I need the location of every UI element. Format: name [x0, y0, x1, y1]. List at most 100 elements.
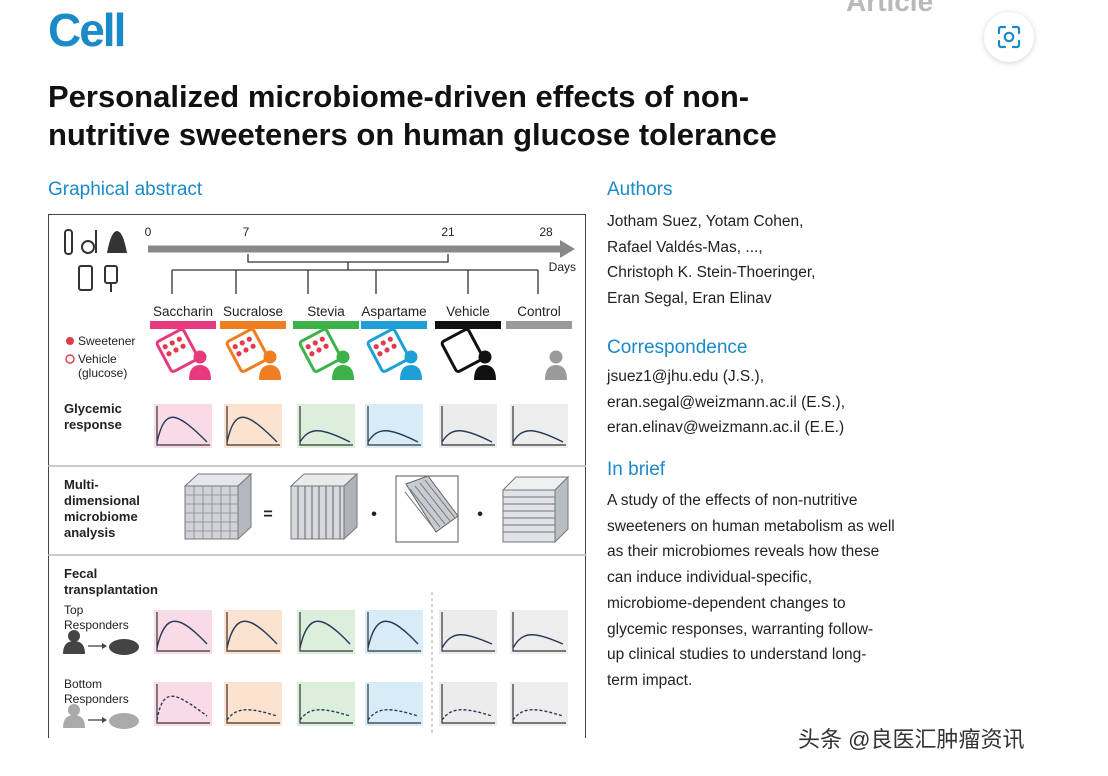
timeline-day-label: 7	[243, 225, 250, 239]
in-brief-heading: In brief	[607, 459, 666, 480]
glycemic-response-curve	[156, 620, 208, 649]
glycemic-response-curve	[441, 430, 493, 443]
mini-plot-background	[365, 404, 423, 448]
group-color-bar	[150, 321, 216, 329]
article-title: Personalized microbiome-driven effects o…	[48, 78, 948, 154]
donor-person-icon	[68, 630, 80, 642]
sample-tubes-icon	[64, 229, 97, 255]
watermark: 头条 @良医汇肿瘤资讯	[798, 727, 1025, 752]
mini-plot-axes	[512, 612, 566, 652]
timeline-brackets	[171, 254, 539, 294]
mini-plot-background	[365, 682, 423, 726]
mini-plot-axes	[226, 406, 280, 446]
brief-line: as their microbiomes reveals how these	[607, 543, 880, 561]
mini-plot-axes	[441, 406, 495, 446]
mini-plot-axes	[441, 684, 495, 724]
mini-plot-axes	[367, 684, 421, 724]
donor-person-icon	[63, 715, 85, 728]
mini-plot-background	[224, 610, 282, 654]
vehicle-legend-dot	[65, 354, 75, 364]
glucose-monitor-icon	[104, 265, 118, 292]
article-type-label: Article	[846, 0, 934, 17]
glycemic-response-curve	[299, 430, 351, 443]
brief-line: term impact.	[607, 671, 693, 689]
stool-sample-icon	[107, 231, 127, 253]
email-line[interactable]: jsuez1@jhu.edu (J.S.),	[607, 368, 765, 385]
glycemic-response-curve	[512, 634, 564, 649]
mouse-icon	[109, 713, 139, 729]
glycemic-response-curve	[367, 430, 419, 443]
mini-plot-axes	[441, 612, 495, 652]
authors-list: Jotham Suez, Yotam Cohen, Rafael Valdés-…	[607, 209, 907, 312]
group-label: Vehicle	[446, 304, 490, 319]
sweetener-tablet-icon	[366, 327, 411, 373]
person-icon	[549, 350, 563, 364]
author-line: Christoph K. Stein-Thoeringer,	[607, 264, 816, 282]
title-line: nutritive sweeteners on human glucose to…	[48, 117, 777, 152]
author-line: Eran Segal, Eran Elinav	[607, 290, 772, 308]
mini-plot-background	[439, 682, 497, 726]
mini-plot-background	[510, 610, 568, 654]
mini-plot-background	[224, 682, 282, 726]
authors-heading: Authors	[607, 179, 673, 200]
mini-plot-background	[365, 610, 423, 654]
mini-plot-axes	[512, 684, 566, 724]
person-icon	[478, 350, 492, 364]
mini-plot-axes	[367, 612, 421, 652]
mini-plot-axes	[156, 406, 210, 446]
glycemic-response-curve	[226, 709, 278, 721]
person-body-icon	[259, 365, 281, 380]
row-label-multi: analysis	[64, 525, 115, 540]
mini-plot-axes	[226, 612, 280, 652]
glycemic-response-curve	[226, 416, 278, 443]
mouse-icon	[109, 639, 139, 655]
email-line[interactable]: eran.segal@weizmann.ac.il (E.S.),	[607, 393, 845, 411]
row-label-fecal: Fecal	[64, 566, 97, 581]
mini-plot-background	[154, 610, 212, 654]
mini-plot-background	[439, 404, 497, 448]
mini-plot-background	[154, 404, 212, 448]
group-color-bar	[506, 321, 572, 329]
group-color-bar	[220, 321, 286, 329]
mini-plot-axes	[299, 684, 353, 724]
sweetener-tablet-icon	[440, 327, 485, 373]
mini-plot-background	[154, 682, 212, 726]
phone-icon	[78, 265, 93, 291]
group-label: Saccharin	[153, 304, 213, 319]
email-line[interactable]: eran.elinav@weizmann.ac.il (E.E.)	[607, 419, 845, 437]
cube-operator: =	[263, 506, 272, 523]
sweetener-tablet-icon	[155, 327, 200, 373]
donor-person-icon	[68, 704, 80, 716]
timeline-day-label: 21	[441, 225, 455, 239]
row-label-top: Top	[64, 603, 84, 617]
group-label: Aspartame	[361, 304, 426, 319]
brief-line: microbiome-dependent changes to	[607, 594, 846, 612]
person-body-icon	[189, 365, 211, 380]
group-color-bar	[361, 321, 427, 329]
title-line: Personalized microbiome-driven effects o…	[48, 79, 750, 114]
legend-vehicle-label: Vehicle	[78, 352, 117, 366]
microbiome-cube-slices-diagonal	[395, 475, 459, 543]
mini-plot-background	[224, 404, 282, 448]
row-label-bottom: Bottom	[64, 677, 102, 691]
person-icon	[404, 350, 418, 364]
scan-icon	[997, 25, 1021, 49]
correspondence-emails: jsuez1@jhu.edu (J.S.), eran.segal@weizma…	[607, 364, 937, 441]
glycemic-response-curve	[441, 634, 493, 649]
transfer-arrowhead	[102, 643, 107, 649]
brief-line: up clinical studies to understand long-	[607, 646, 867, 664]
microbiome-cube-full	[183, 472, 253, 541]
mini-plot-axes	[299, 406, 353, 446]
donor-person-icon	[63, 641, 85, 654]
glycemic-response-curve	[512, 430, 564, 443]
timeline-day-label: 28	[539, 225, 553, 239]
journal-logo: Cell	[48, 4, 126, 56]
scan-button[interactable]	[984, 12, 1034, 62]
transfer-arrowhead	[102, 717, 107, 723]
glycemic-response-curve	[299, 620, 351, 649]
mini-plot-axes	[156, 612, 210, 652]
row-label-multi: microbiome	[64, 509, 138, 524]
row-label-fecal: transplantation	[64, 582, 158, 597]
mini-plot-background	[297, 610, 355, 654]
glycemic-response-curve	[367, 709, 419, 721]
